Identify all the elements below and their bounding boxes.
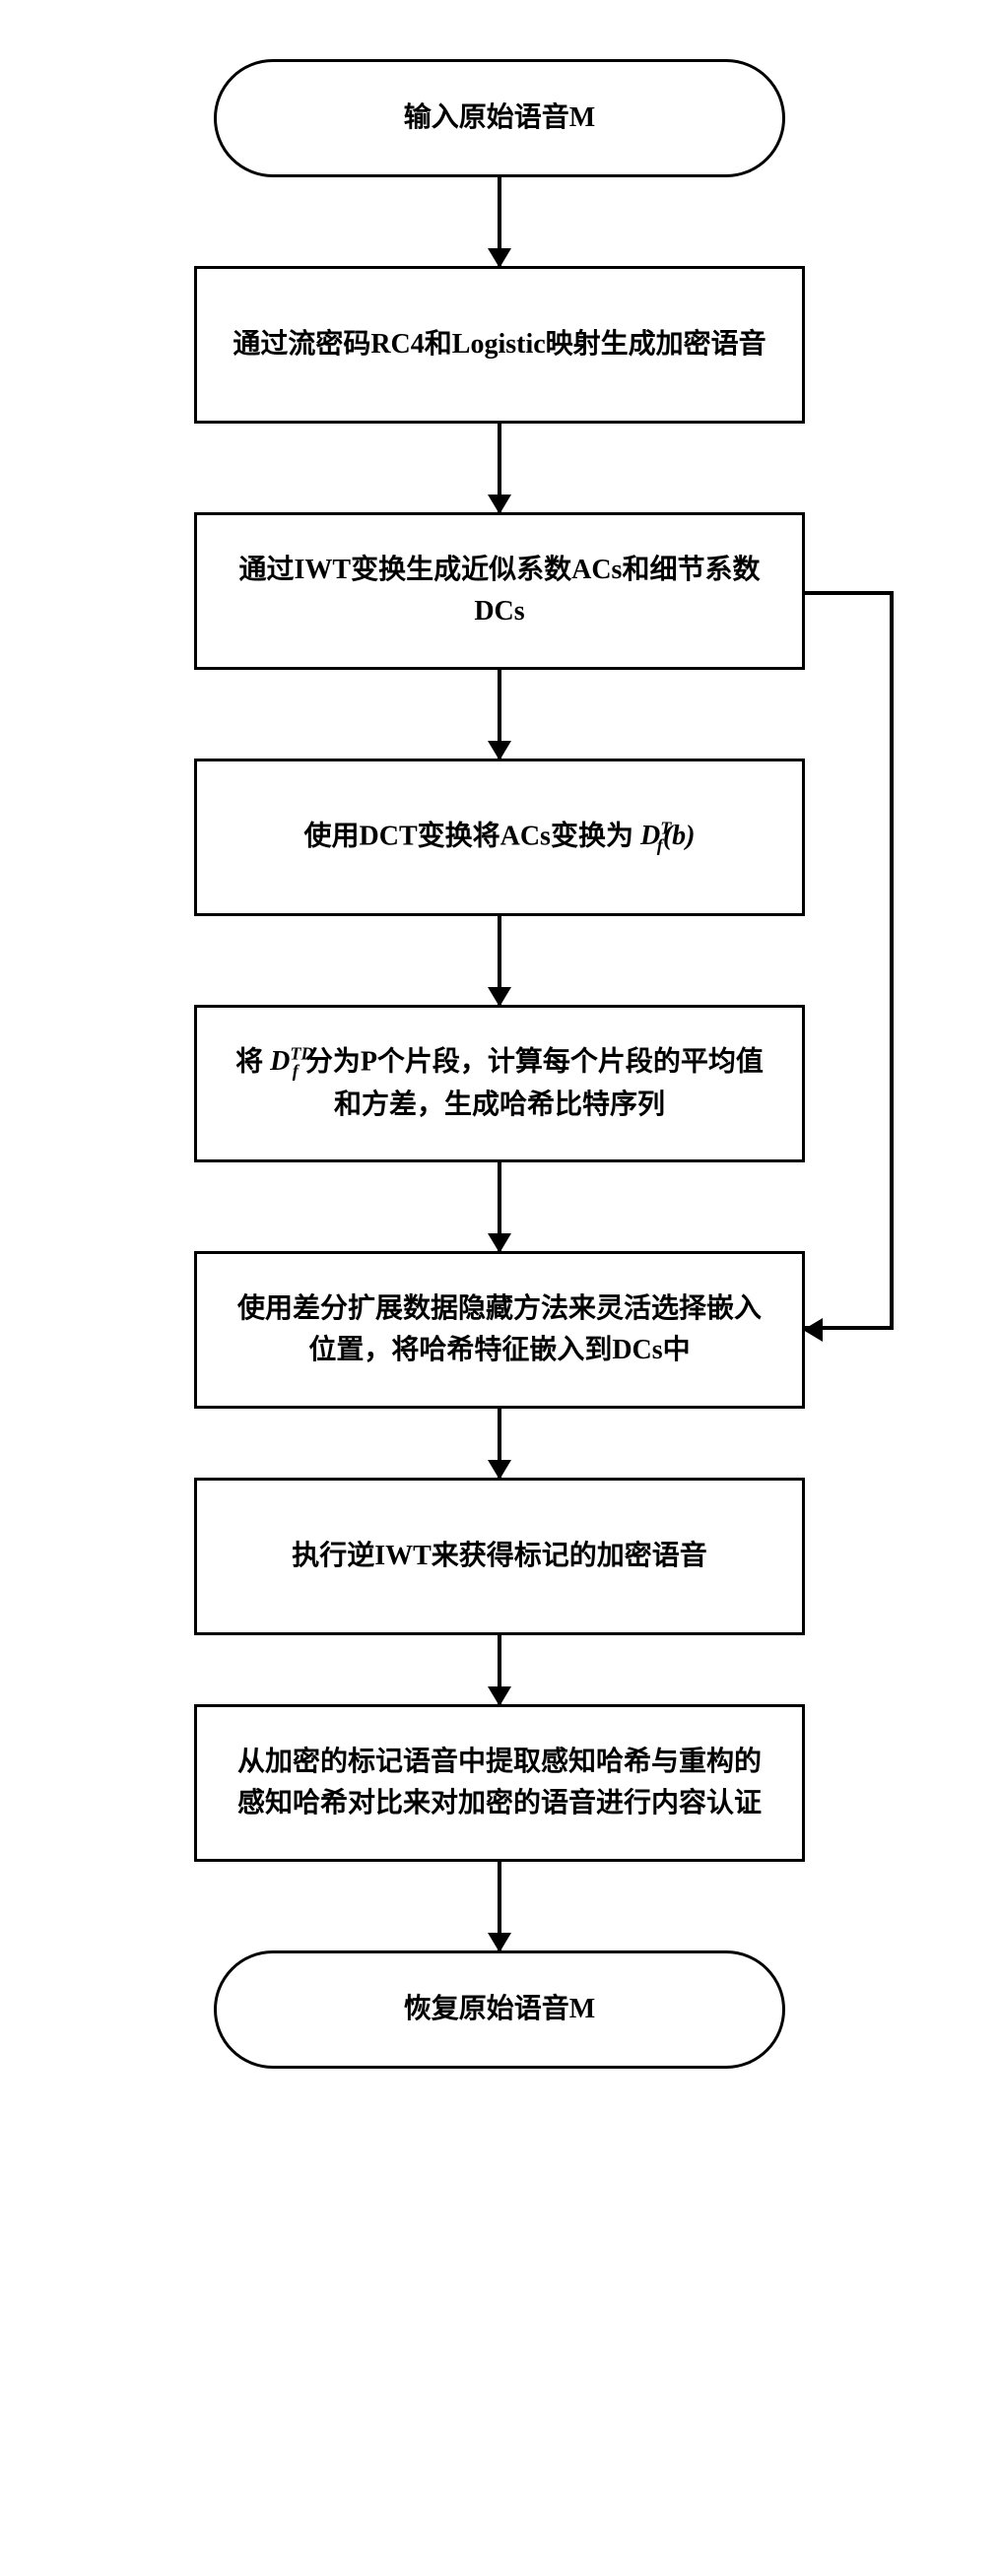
flowchart-container: 输入原始语音M 通过流密码RC4和Logistic映射生成加密语音 通过IWT变… — [0, 59, 999, 2069]
process-step1: 通过流密码RC4和Logistic映射生成加密语音 — [194, 266, 805, 424]
formula-sub: f — [293, 1061, 299, 1081]
label-prefix: 使用DCT变换将ACs变换为 — [304, 821, 640, 851]
label-prefix: 将 — [235, 1046, 270, 1077]
arrow-down — [498, 424, 501, 512]
arrow-down — [498, 1162, 501, 1251]
formula-base: D — [270, 1046, 290, 1077]
node-label: 输入原始语音M — [404, 98, 595, 139]
terminal-end: 恢复原始语音M — [214, 1950, 785, 2069]
terminal-start: 输入原始语音M — [214, 59, 785, 177]
process-step6: 执行逆IWT来获得标记的加密语音 — [194, 1478, 805, 1635]
feedback-edge — [805, 591, 894, 1330]
arrow-down — [498, 1409, 501, 1478]
process-step2: 通过IWT变换生成近似系数ACs和细节系数DCs — [194, 512, 805, 670]
node-label: 从加密的标记语音中提取感知哈希与重构的感知哈希对比来对加密的语音进行内容认证 — [227, 1742, 772, 1824]
arrow-down — [498, 1635, 501, 1704]
label-suffix: 分为P个片段，计算每个片段的平均值和方差，生成哈希比特序列 — [305, 1046, 764, 1120]
process-step3: 使用DCT变换将ACs变换为 DTf(b) — [194, 759, 805, 916]
node-label: 通过流密码RC4和Logistic映射生成加密语音 — [233, 324, 766, 365]
arrow-down — [498, 1862, 501, 1950]
formula-arg: (b) — [663, 821, 696, 851]
node-label: 使用差分扩展数据隐藏方法来灵活选择嵌入位置，将哈希特征嵌入到DCs中 — [227, 1288, 772, 1371]
node-label: 使用DCT变换将ACs变换为 DTf(b) — [304, 816, 696, 859]
process-step4: 将 DTDf 分为P个片段，计算每个片段的平均值和方差，生成哈希比特序列 — [194, 1005, 805, 1162]
formula: DTDf — [270, 1046, 299, 1077]
formula: DTf(b) — [640, 821, 696, 851]
process-step7: 从加密的标记语音中提取感知哈希与重构的感知哈希对比来对加密的语音进行内容认证 — [194, 1704, 805, 1862]
node-label: 执行逆IWT来获得标记的加密语音 — [292, 1536, 707, 1577]
arrow-down — [498, 177, 501, 266]
feedback-arrowhead — [803, 1318, 823, 1342]
arrow-down — [498, 670, 501, 759]
node-label: 通过IWT变换生成近似系数ACs和细节系数DCs — [227, 550, 772, 632]
node-label: 恢复原始语音M — [404, 1989, 595, 2030]
process-step5: 使用差分扩展数据隐藏方法来灵活选择嵌入位置，将哈希特征嵌入到DCs中 — [194, 1251, 805, 1409]
arrow-down — [498, 916, 501, 1005]
node-label: 将 DTDf 分为P个片段，计算每个片段的平均值和方差，生成哈希比特序列 — [227, 1041, 772, 1126]
